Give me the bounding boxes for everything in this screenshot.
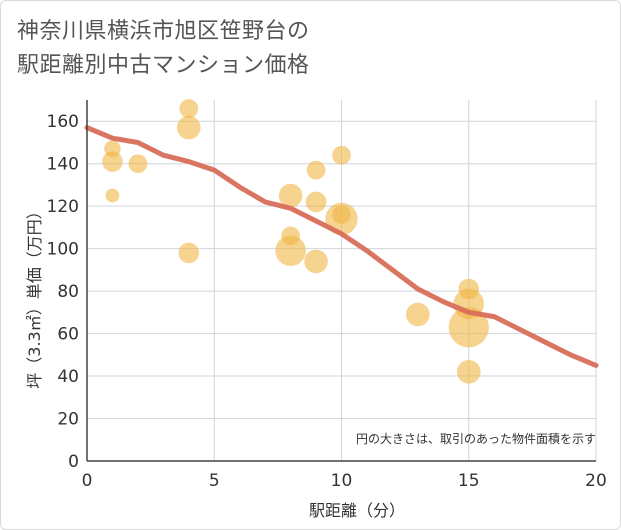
y-tick-label: 80 <box>57 282 79 302</box>
y-tick-label: 60 <box>57 325 79 345</box>
tick-layer: 0 5 10 15 20 0 20 40 60 80 100 120 140 160 <box>47 112 607 491</box>
data-bubble <box>105 188 120 203</box>
chart-title-line2: 駅距離別中古マンション価格 <box>17 53 310 78</box>
x-tick-label: 10 <box>331 471 353 491</box>
x-tick-label: 15 <box>458 471 480 491</box>
data-bubble <box>306 160 326 180</box>
y-axis-label: 坪（3.3㎡）単価（万円） <box>25 203 44 388</box>
y-tick-label: 20 <box>57 410 79 430</box>
trend-line <box>84 125 599 368</box>
bubble-layer <box>102 99 489 384</box>
chart-title: 神奈川県横浜市旭区笹野台の 駅距離別中古マンション価格 <box>17 15 457 83</box>
axis-layer <box>86 100 596 462</box>
x-axis-label: 駅距離（分） <box>309 501 405 520</box>
data-bubble <box>448 307 489 348</box>
chart-title-line1: 神奈川県横浜市旭区笹野台の <box>17 19 310 44</box>
trend-layer <box>84 125 599 368</box>
data-bubble <box>179 99 199 118</box>
data-bubble <box>305 191 327 213</box>
data-bubble <box>332 145 351 165</box>
y-tick-label: 140 <box>47 155 79 175</box>
data-bubble <box>102 151 123 172</box>
bubble-size-note: 円の大きさは、取引のあった物件面積を示す <box>356 431 596 446</box>
y-tick-label: 100 <box>47 240 79 260</box>
data-bubble <box>128 154 148 174</box>
data-bubble <box>304 249 328 274</box>
y-tick-label: 120 <box>47 197 79 217</box>
y-tick-label: 160 <box>47 112 79 132</box>
data-bubble <box>406 302 430 327</box>
y-tick-label: 0 <box>68 452 79 472</box>
x-tick-label: 0 <box>82 471 93 491</box>
data-bubble <box>278 183 303 208</box>
y-tick-label: 40 <box>57 367 79 387</box>
data-bubble <box>275 235 306 267</box>
data-bubble <box>176 115 201 140</box>
data-bubble <box>178 242 200 264</box>
x-tick-label: 20 <box>585 471 607 491</box>
x-tick-label: 5 <box>209 471 220 491</box>
data-bubble <box>456 360 481 384</box>
